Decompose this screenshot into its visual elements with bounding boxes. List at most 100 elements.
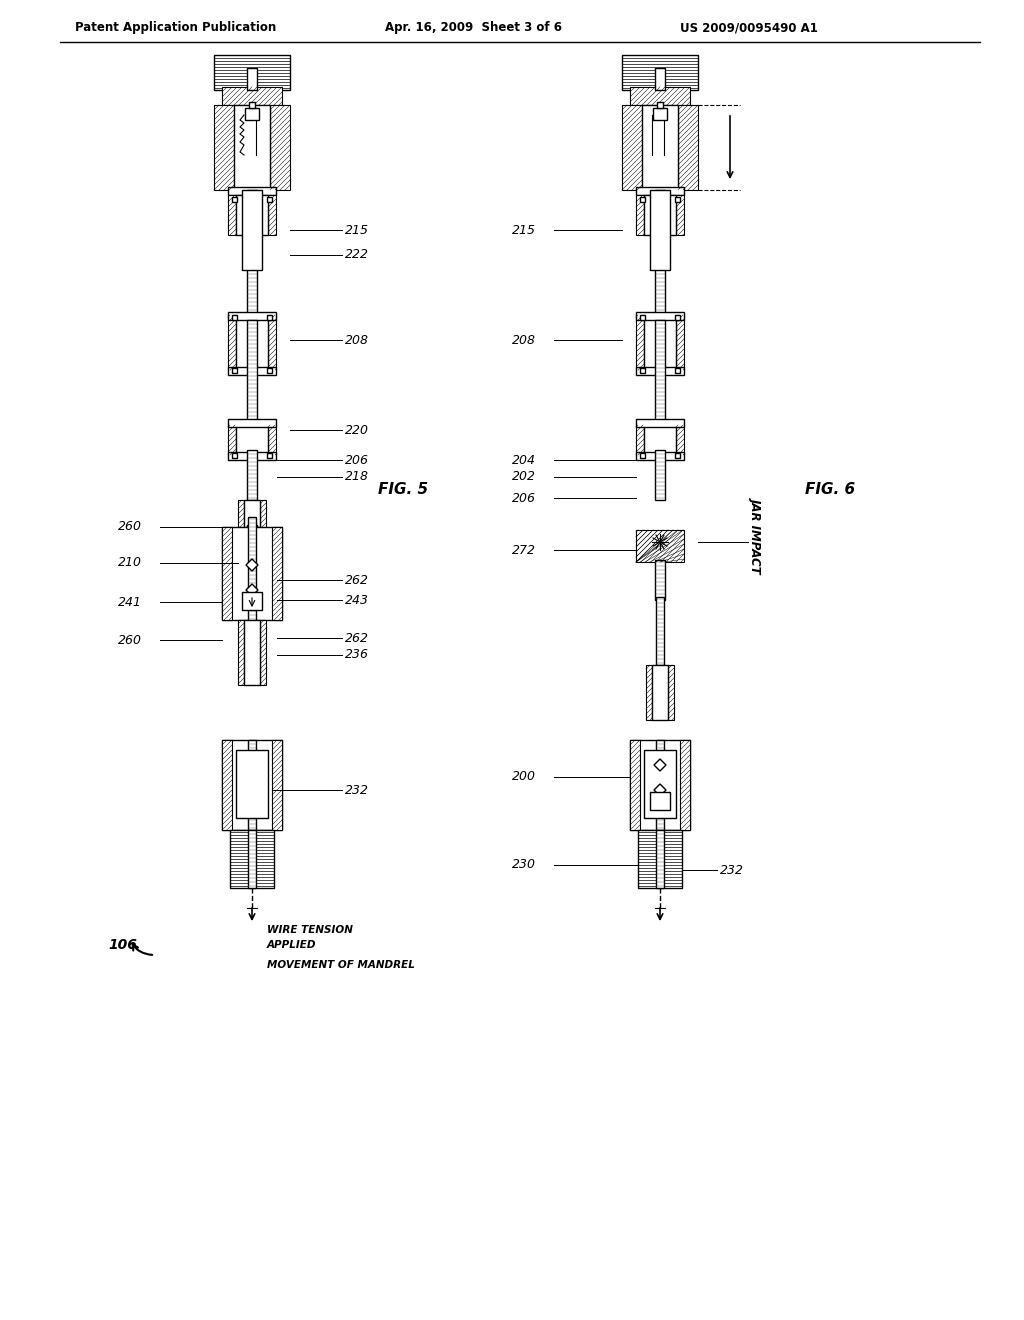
Bar [650, 792, 670, 810]
Polygon shape [654, 784, 666, 796]
Bar [268, 195, 276, 235]
Text: 260: 260 [118, 520, 142, 533]
Text: 210: 210 [118, 557, 142, 569]
Bar [247, 190, 257, 319]
Bar [228, 187, 276, 195]
Text: 236: 236 [345, 648, 369, 661]
Bar [636, 195, 644, 235]
Bar [228, 367, 276, 375]
Bar [636, 418, 684, 426]
Bar [236, 315, 268, 370]
Bar [244, 500, 260, 527]
Text: 215: 215 [345, 223, 369, 236]
Polygon shape [654, 759, 666, 771]
Bar [222, 527, 232, 620]
Bar [622, 106, 642, 190]
Text: Apr. 16, 2009  Sheet 3 of 6: Apr. 16, 2009 Sheet 3 of 6 [385, 21, 562, 34]
Bar [680, 741, 690, 830]
Bar [214, 55, 290, 90]
Bar [636, 451, 684, 459]
Bar [653, 108, 667, 120]
Text: 232: 232 [345, 784, 369, 796]
Text: 106: 106 [108, 939, 137, 952]
Bar [228, 315, 236, 370]
Bar [222, 87, 282, 106]
Bar [644, 315, 676, 370]
Bar [238, 500, 244, 527]
Text: APPLIED: APPLIED [267, 940, 316, 950]
Bar [245, 108, 259, 120]
Text: FIG. 6: FIG. 6 [805, 483, 855, 498]
Bar [636, 187, 684, 195]
Text: 262: 262 [345, 631, 369, 644]
Bar [236, 425, 268, 455]
Text: 243: 243 [345, 594, 369, 606]
Bar [228, 195, 236, 235]
Text: 222: 222 [345, 248, 369, 261]
Bar [656, 597, 664, 665]
Text: 260: 260 [118, 634, 142, 647]
Bar [675, 453, 680, 458]
Bar [636, 425, 644, 455]
Text: 218: 218 [345, 470, 369, 483]
Bar [655, 560, 665, 601]
Bar [675, 315, 680, 319]
Bar [678, 106, 698, 190]
Bar [642, 106, 678, 190]
Bar [636, 312, 684, 319]
Bar [234, 106, 270, 190]
Text: 200: 200 [512, 771, 536, 784]
Text: US 2009/0095490 A1: US 2009/0095490 A1 [680, 21, 818, 34]
Bar [270, 106, 290, 190]
Text: 215: 215 [512, 223, 536, 236]
Text: 208: 208 [512, 334, 536, 346]
Bar [640, 197, 645, 202]
Bar [675, 197, 680, 202]
Bar [655, 319, 665, 450]
Text: 232: 232 [720, 863, 744, 876]
Text: 204: 204 [512, 454, 536, 466]
Bar [640, 315, 645, 319]
Bar [222, 527, 282, 620]
Bar [260, 500, 266, 527]
Bar [644, 425, 676, 455]
Text: 206: 206 [512, 491, 536, 504]
Bar [646, 665, 652, 719]
Bar [228, 425, 236, 455]
Bar [247, 319, 257, 450]
Bar [248, 830, 256, 888]
Text: 208: 208 [345, 334, 369, 346]
Bar [247, 450, 257, 500]
Bar [232, 453, 237, 458]
Text: MOVEMENT OF MANDREL: MOVEMENT OF MANDREL [267, 960, 415, 970]
Text: 220: 220 [345, 424, 369, 437]
Bar [222, 741, 232, 830]
Bar [222, 741, 282, 830]
Text: 230: 230 [512, 858, 536, 871]
Bar [630, 741, 690, 830]
Bar [232, 197, 237, 202]
Bar [630, 741, 640, 830]
Bar [656, 741, 664, 830]
Bar [268, 425, 276, 455]
Bar [675, 368, 680, 374]
Bar [260, 620, 266, 685]
Bar [242, 591, 262, 610]
Bar [228, 451, 276, 459]
Polygon shape [246, 558, 258, 572]
Bar [676, 195, 684, 235]
Bar [655, 450, 665, 500]
Text: 272: 272 [512, 544, 536, 557]
Bar [630, 87, 690, 106]
Text: Patent Application Publication: Patent Application Publication [75, 21, 276, 34]
Text: FIG. 5: FIG. 5 [378, 483, 428, 498]
Bar [248, 517, 256, 665]
Text: JAR IMPACT: JAR IMPACT [750, 498, 763, 573]
Bar [636, 315, 644, 370]
Bar [640, 453, 645, 458]
Polygon shape [246, 583, 258, 597]
Bar [676, 315, 684, 370]
Bar [272, 741, 282, 830]
Bar [268, 315, 276, 370]
Bar [267, 368, 272, 374]
